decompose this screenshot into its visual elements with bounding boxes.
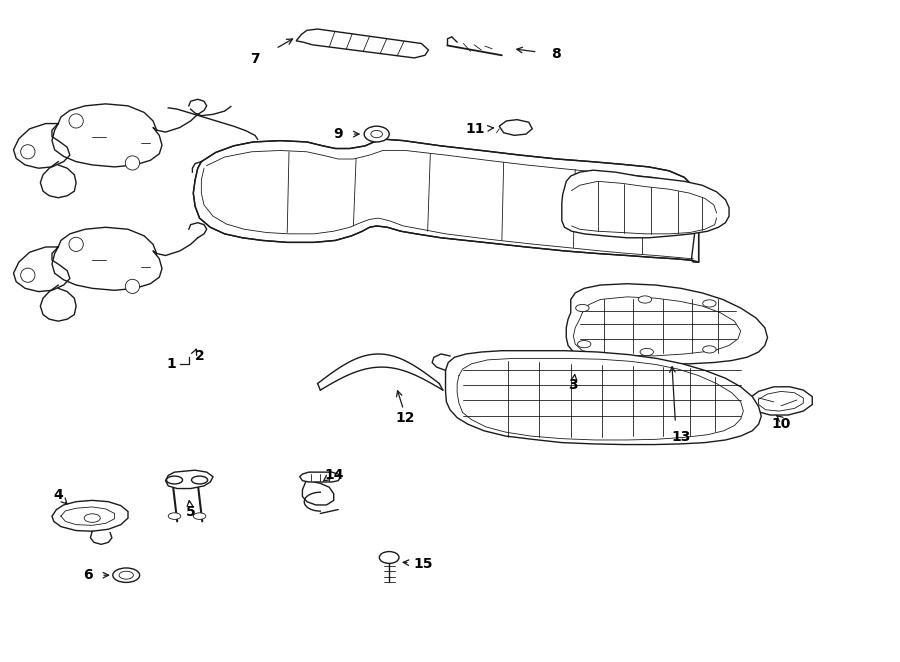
- Polygon shape: [500, 120, 532, 136]
- Ellipse shape: [578, 340, 591, 348]
- Ellipse shape: [192, 476, 208, 484]
- Text: 8: 8: [551, 47, 561, 61]
- Polygon shape: [166, 470, 213, 489]
- Text: 6: 6: [83, 568, 93, 582]
- Ellipse shape: [69, 237, 84, 252]
- Ellipse shape: [371, 130, 382, 138]
- Text: 2: 2: [194, 349, 204, 363]
- Text: 10: 10: [771, 417, 790, 431]
- Ellipse shape: [125, 279, 140, 293]
- Polygon shape: [446, 351, 761, 445]
- Text: 12: 12: [395, 410, 415, 424]
- Text: 15: 15: [413, 557, 433, 571]
- Polygon shape: [562, 170, 729, 238]
- Ellipse shape: [168, 513, 181, 520]
- Polygon shape: [296, 29, 428, 58]
- Text: 5: 5: [185, 504, 195, 518]
- Ellipse shape: [640, 348, 653, 355]
- Text: 3: 3: [569, 378, 578, 392]
- Text: 1: 1: [166, 357, 176, 371]
- Ellipse shape: [379, 551, 399, 563]
- Ellipse shape: [638, 296, 652, 303]
- Ellipse shape: [119, 571, 133, 579]
- Text: 4: 4: [53, 488, 63, 502]
- Ellipse shape: [125, 156, 140, 170]
- Ellipse shape: [703, 300, 716, 307]
- Ellipse shape: [703, 346, 716, 353]
- Ellipse shape: [194, 513, 206, 520]
- Text: 9: 9: [333, 127, 343, 141]
- Text: 7: 7: [250, 52, 260, 66]
- Polygon shape: [566, 284, 768, 364]
- Text: 11: 11: [465, 122, 485, 136]
- Text: 13: 13: [671, 430, 690, 444]
- Text: 14: 14: [324, 469, 344, 483]
- Ellipse shape: [166, 476, 183, 484]
- Ellipse shape: [21, 145, 35, 159]
- Polygon shape: [750, 387, 812, 415]
- Polygon shape: [52, 500, 128, 531]
- Ellipse shape: [364, 126, 389, 142]
- Ellipse shape: [576, 305, 590, 312]
- Ellipse shape: [69, 114, 84, 128]
- Polygon shape: [194, 139, 698, 262]
- Ellipse shape: [85, 514, 100, 522]
- Ellipse shape: [21, 268, 35, 282]
- Ellipse shape: [112, 568, 140, 583]
- Polygon shape: [300, 472, 341, 482]
